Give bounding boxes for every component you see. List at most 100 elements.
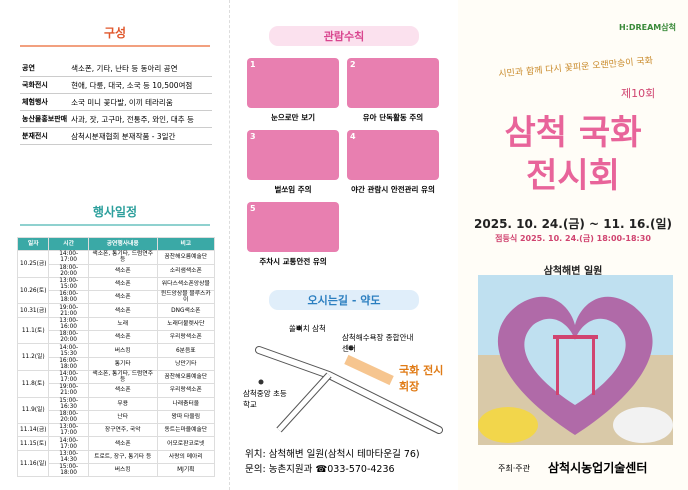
- row: 11.9(일) 15:00-16:30 무용 나래춤터울: [16, 396, 216, 425]
- cell: 트로트, 장구, 통기타 등: [87, 449, 158, 465]
- cell: 무용: [87, 396, 158, 411]
- cell: 꿈찬해오름예술단: [156, 250, 216, 265]
- header-row: 일자 시간 공연행사내용 비고: [16, 236, 216, 252]
- cell: 꿈찬해오름예술단: [156, 369, 216, 385]
- cell: 14:00-17:00: [48, 436, 89, 451]
- rule-number: 3: [250, 132, 256, 141]
- cell: 색소폰: [87, 303, 158, 318]
- date-cell: 10.31(금): [16, 303, 50, 318]
- row: 11.15(토) 14:00-17:00 색소폰 어모로판코로넷: [16, 436, 216, 451]
- date-cell: 11.15(토): [16, 436, 50, 451]
- title: 삼척 국화: [504, 113, 642, 153]
- cell: 워다스색소폰앙상블: [156, 276, 216, 292]
- cell: 색소폰: [87, 276, 158, 292]
- schedule-table: 일자 시간 공연행사내용 비고 10.25(금) 14:00-17:00 색소폰, 통기타,…: [16, 236, 216, 478]
- cell-label: 공연: [20, 60, 70, 77]
- map-drawing: [255, 325, 443, 434]
- cell: 16:00-18:00: [48, 356, 89, 371]
- row: 11.14(금) 13:00-17:00 장구연주, 국악 동트는마을예술단: [16, 423, 216, 438]
- cell: 색소폰, 통기타, 드럼연주 등: [87, 250, 158, 265]
- row: 공연 색소폰, 기타, 난타 등 동아리 공연: [20, 60, 212, 77]
- rule-number: 4: [350, 132, 356, 141]
- slogan: 시민과 함께 다시 꽃피운 오랜만송이 국화: [497, 56, 654, 80]
- map-place: 쏠비치 삼척: [289, 324, 326, 333]
- cell: 14:00-17:00: [48, 369, 89, 385]
- row: 11.2(일) 14:00-15:30 버스킹 6분음표: [16, 343, 216, 371]
- map-title: 오시는길 - 약도: [269, 290, 419, 310]
- row: 10.26(토) 13:00-15:00 색소폰 워다스색소폰앙상블: [16, 276, 216, 305]
- cell: 19:00-21:00: [48, 303, 89, 318]
- cell: 15:00-16:30: [48, 396, 89, 411]
- cell: 윈드앙상블 블루스카이: [156, 290, 216, 305]
- cell: 어모로판코로넷: [156, 436, 216, 451]
- row: 16:00-18:00 통기타 낭만기타: [18, 356, 216, 371]
- cell: 색소폰: [87, 383, 158, 398]
- row: 15:00-18:00 버스킹 MJ기획: [18, 463, 216, 478]
- edition: 제10회: [621, 87, 656, 100]
- cell: 18:00-20:00: [48, 263, 89, 278]
- middle-panel: 관람수칙 1 눈으로만 보기 2 유아 단독활동 주의 3 벌쏘임 주의 4 야간 관람시 안…: [229, 0, 459, 490]
- cell: 색소폰: [87, 263, 158, 278]
- cell-value: 현애, 다륜, 대국, 소국 등 10,500여점: [69, 76, 212, 94]
- date-cell: 10.25(금): [16, 250, 50, 278]
- cell: 버스킹: [87, 463, 158, 478]
- composition-table: 공연 색소폰, 기타, 난타 등 동아리 공연 국화전시 현애, 다륜, 대국, 소국…: [20, 60, 212, 145]
- rule-label: 주차시 교통안전 유의: [259, 257, 327, 266]
- host-label: 주최·주관: [498, 464, 530, 473]
- date-cell: 11.14(금): [16, 423, 50, 438]
- rule-icon: 4: [347, 130, 439, 180]
- row: 18:00-20:00 난타 왕따 타울림: [18, 409, 216, 425]
- cell: 통기타: [87, 356, 158, 371]
- map-place: 삼척해수욕장 종합안내센터: [342, 333, 414, 353]
- rule-label: 벌쏘임 주의: [274, 185, 312, 194]
- rule-number: 5: [250, 204, 256, 213]
- cell: 노래더불렛사단: [156, 316, 216, 332]
- row: 체험행사 소국 미니 꽃다발, 이끼 테라리움: [20, 93, 212, 111]
- photo: [478, 275, 673, 445]
- cell: 우리랑색소폰: [156, 330, 216, 345]
- header-cell: 일자: [16, 236, 50, 252]
- cell: 버스킹: [87, 343, 158, 358]
- cell: DNG색소폰: [156, 303, 216, 318]
- cell-value: 소국 미니 꽃다발, 이끼 테라리움: [69, 93, 212, 111]
- rule-icon: 1: [247, 58, 339, 108]
- contact: 문의: 농촌지원과 ☎033-570-4236: [245, 464, 395, 475]
- cell: 18:00-20:00: [48, 409, 89, 425]
- cell: 장구연주, 국악: [87, 423, 158, 438]
- cell: 사랑의 메아리: [156, 449, 216, 465]
- date-cell: 11.1(토): [16, 316, 50, 345]
- rule-number: 1: [250, 60, 256, 69]
- title: 전시회: [526, 156, 620, 196]
- date-cell: 11.2(일): [16, 343, 50, 371]
- cell: MJ기획: [156, 463, 216, 478]
- cell: 13:00-16:00: [48, 316, 89, 332]
- rule-icon: 5: [247, 202, 339, 252]
- row: 10.25(금) 14:00-17:00 색소폰, 통기타, 드럼연주 등 꿈찬해오름…: [16, 250, 216, 278]
- cell: 소리샘색소폰: [156, 263, 216, 278]
- logo: H:DREAM삼척: [618, 23, 676, 32]
- cell: 색소폰: [87, 436, 158, 451]
- cell: 색소폰, 통기타, 드럼연주 등: [87, 369, 158, 385]
- dates: 2025. 10. 24.(금) ~ 11. 16.(일): [474, 217, 672, 231]
- cell: 난타: [87, 409, 158, 425]
- cell: 14:00-17:00: [48, 250, 89, 265]
- cell: 13:00-17:00: [48, 423, 89, 438]
- date-cell: 11.16(일): [16, 449, 50, 478]
- header-cell: 시간: [48, 236, 89, 252]
- cell: 18:00-20:00: [48, 330, 89, 345]
- rule-label: 유아 단독활동 주의: [362, 113, 424, 122]
- row: 분재전시 삼척시분재협회 분재작품 - 3일간: [20, 127, 212, 145]
- map-place: 삼척중앙 초등학교: [243, 389, 287, 409]
- venue: 삼척해변 일원: [543, 266, 603, 277]
- cell: 노래: [87, 316, 158, 332]
- schedule-title: 행사일정: [20, 203, 210, 226]
- left-panel: 구성 공연 색소폰, 기타, 난타 등 동아리 공연 국화전시 현애, 다륜, 대국,…: [0, 0, 230, 490]
- rule-icon: 2: [347, 58, 439, 108]
- lighting: 점등식 2025. 10. 24.(금) 18:00-18:30: [495, 234, 651, 243]
- date-cell: 11.9(일): [16, 396, 50, 425]
- right-panel: H:DREAM삼척 시민과 함께 다시 꽃피운 오랜만송이 국화 제10회 삼척…: [458, 0, 688, 490]
- header-cell: 비고: [156, 236, 216, 252]
- cell: 19:00-21:00: [48, 383, 89, 398]
- row: 11.8(토) 14:00-17:00 색소폰, 통기타, 드럼연주 등 꿈찬해오름예…: [16, 369, 216, 398]
